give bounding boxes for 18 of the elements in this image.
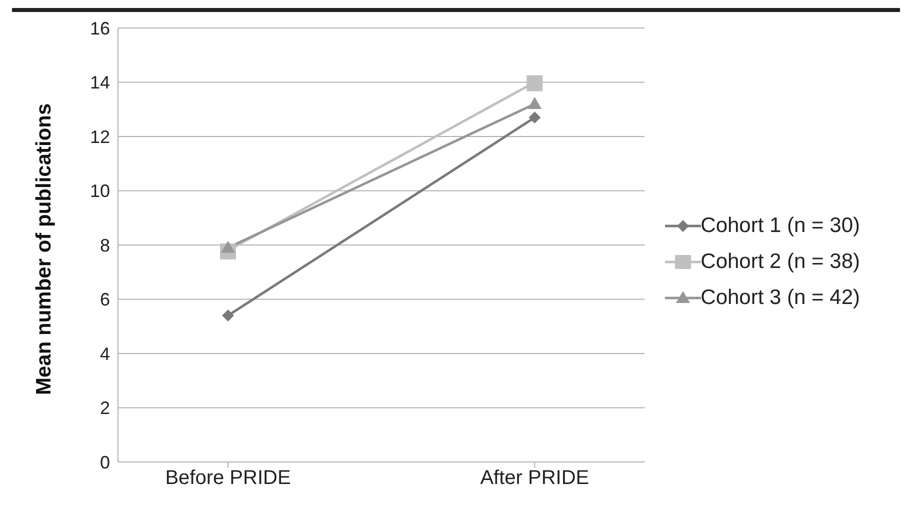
y-tick-label: 8 [100, 235, 110, 256]
y-axis-title: Mean number of publications [32, 103, 56, 395]
y-tick-label: 16 [90, 18, 110, 38]
y-tick-label: 4 [100, 344, 110, 364]
legend-label: Cohort 1 (n = 30) [700, 214, 860, 237]
y-tick-label: 10 [90, 181, 110, 202]
legend-label: Cohort 3 (n = 42) [700, 286, 860, 309]
legend-label: Cohort 2 (n = 38) [700, 250, 860, 273]
y-tick-label: 2 [100, 398, 110, 418]
y-tick-label: 6 [100, 290, 110, 310]
y-tick-label: 0 [100, 452, 110, 472]
x-tick-label: Before PRIDE [165, 467, 291, 490]
y-tick-label: 12 [90, 126, 110, 147]
y-tick-label: 14 [90, 72, 110, 93]
point [528, 112, 541, 124]
x-tick-label: After PRIDE [480, 467, 590, 490]
point [222, 310, 234, 322]
point [526, 75, 543, 92]
